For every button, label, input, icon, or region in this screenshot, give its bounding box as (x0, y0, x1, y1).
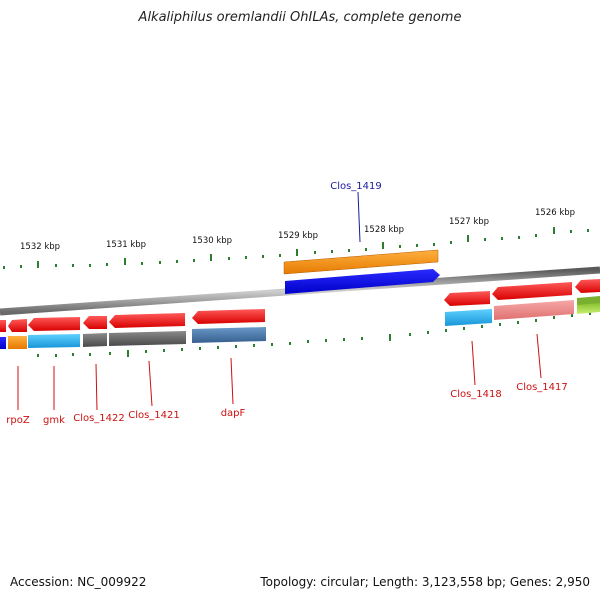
accession-text: Accession: NC_009922 (10, 575, 147, 589)
leader-clos-1417 (536, 333, 542, 379)
label-clos-1419: Clos_1419 (330, 181, 382, 192)
scale-ticks-lower (37, 312, 591, 357)
leader-dapf (230, 357, 234, 405)
scale-label-1527: 1527 kbp (449, 217, 489, 227)
gene-dapf-cds[interactable] (192, 309, 265, 324)
label-clos-1418: Clos_1418 (450, 389, 502, 400)
label-clos-1421: Clos_1421 (128, 410, 180, 421)
gene-rpoz-cds-left[interactable] (0, 320, 6, 332)
gene-clos-1418-cds[interactable] (444, 291, 490, 306)
gene-right-edge-cds[interactable] (575, 279, 600, 293)
leader-clos-1421 (148, 360, 153, 407)
gene-clos-1421-feature[interactable] (109, 331, 186, 346)
gene-rpoz-feature[interactable] (8, 336, 27, 349)
leader-clos-1422 (95, 363, 98, 411)
map-title: Alkaliphilus oremlandii OhILAs, complete… (138, 10, 462, 25)
scale-label-1528: 1528 kbp (364, 225, 404, 235)
gene-clos-1418-feature[interactable] (445, 309, 492, 326)
gene-clos-1417-cds[interactable] (492, 282, 572, 300)
scale-label-1530: 1530 kbp (192, 236, 232, 246)
label-gmk: gmk (43, 415, 65, 426)
label-clos-1417: Clos_1417 (516, 382, 568, 393)
gene-dapf-feature[interactable] (192, 327, 266, 343)
gene-clos-1419-feature[interactable] (285, 269, 440, 294)
gene-clos-1417-feature[interactable] (494, 300, 574, 320)
gene-rpoz-cds[interactable] (8, 319, 27, 332)
reverse-strand-cds (0, 279, 600, 332)
scale-label-1526: 1526 kbp (535, 208, 575, 218)
gene-clos-1419-cds[interactable] (283, 249, 439, 275)
label-dapf: dapF (221, 408, 246, 419)
gene-left-edge-feature[interactable] (0, 337, 6, 349)
label-rpoz: rpoZ (6, 415, 30, 426)
reverse-strand-features (0, 296, 600, 349)
forward-strand-features (283, 249, 440, 294)
gene-gmk-feature[interactable] (28, 334, 80, 348)
scale-ticks-upper (3, 227, 589, 269)
gene-right-edge-feature[interactable] (577, 303, 600, 314)
leader-clos-1418 (471, 340, 476, 386)
gene-clos-1422-feature[interactable] (83, 333, 107, 347)
genome-stats-text: Topology: circular; Length: 3,123,558 bp… (260, 575, 590, 589)
leader-clos-1419 (357, 191, 361, 243)
gene-gmk-cds[interactable] (28, 317, 80, 331)
scale-label-1531: 1531 kbp (106, 240, 146, 250)
scale-label-1532: 1532 kbp (20, 242, 60, 252)
gene-clos-1421-cds[interactable] (109, 313, 185, 328)
scale-label-1529: 1529 kbp (278, 231, 318, 241)
gene-clos-1422-cds[interactable] (83, 316, 107, 329)
label-clos-1422: Clos_1422 (73, 413, 125, 424)
